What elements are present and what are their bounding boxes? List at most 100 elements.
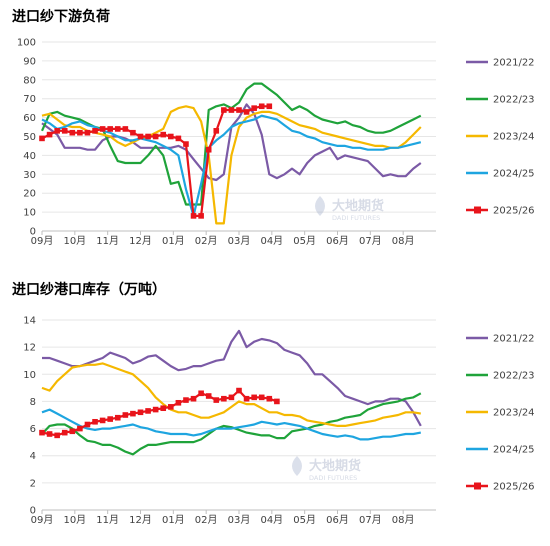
y-tick-label: 0 bbox=[30, 227, 36, 238]
x-tick-label: 09月 bbox=[31, 514, 54, 526]
x-tick-label: 05月 bbox=[293, 514, 316, 526]
chart-port-inventory: 进口纱港口库存（万吨） 0 2 4 6 8 10 12 14 09月 10月 11月 12月 01月 02… bbox=[0, 273, 550, 546]
data-point-marker bbox=[77, 129, 83, 136]
data-point-marker bbox=[137, 133, 144, 140]
y-tick-label: 40 bbox=[23, 151, 36, 162]
data-point-marker bbox=[251, 394, 257, 401]
y-tick-label: 14 bbox=[23, 316, 36, 327]
data-point-marker bbox=[107, 126, 113, 132]
svg-text:DADI FUTURES: DADI FUTURES bbox=[309, 474, 357, 482]
data-point-marker bbox=[130, 129, 136, 136]
y-tick-label: 6 bbox=[30, 424, 36, 435]
data-point-marker bbox=[69, 428, 76, 435]
legend-label: 2023/24 bbox=[493, 132, 535, 143]
x-tick-label: 02月 bbox=[195, 514, 218, 526]
legend-label: 2022/23 bbox=[493, 95, 535, 106]
x-tick-label: 07月 bbox=[359, 235, 382, 247]
data-point-marker bbox=[183, 141, 189, 147]
data-point-marker bbox=[122, 412, 129, 418]
y-tick-label: 50 bbox=[23, 132, 36, 143]
data-point-marker bbox=[130, 410, 136, 417]
data-point-marker bbox=[92, 418, 98, 425]
data-point-marker bbox=[107, 416, 113, 422]
legend-marker bbox=[474, 206, 481, 214]
x-tick-label: 12月 bbox=[129, 235, 152, 247]
data-point-marker bbox=[99, 126, 106, 132]
legend-label: 2022/23 bbox=[493, 371, 535, 382]
data-point-marker bbox=[198, 213, 204, 219]
x-tick-label: 05月 bbox=[293, 235, 316, 247]
data-point-marker bbox=[54, 128, 60, 134]
data-point-marker bbox=[69, 129, 76, 136]
data-point-marker bbox=[160, 405, 167, 412]
data-point-marker bbox=[198, 390, 204, 397]
series-line-2021-22 bbox=[42, 329, 422, 427]
data-point-marker bbox=[99, 417, 106, 424]
y-tick-label: 70 bbox=[23, 94, 36, 105]
y-tick-label: 8 bbox=[30, 397, 36, 408]
y-tick-label: 100 bbox=[17, 38, 36, 49]
x-tick-label: 11月 bbox=[96, 514, 119, 526]
chart-title: 进口纱港口库存（万吨） bbox=[12, 282, 166, 298]
data-point-marker bbox=[160, 131, 167, 138]
data-point-marker bbox=[39, 429, 45, 436]
y-tick-label: 60 bbox=[23, 113, 36, 124]
y-tick-label: 90 bbox=[23, 56, 36, 67]
data-point-marker bbox=[168, 404, 174, 410]
y-tick-label: 12 bbox=[23, 343, 36, 354]
x-tick-label: 03月 bbox=[228, 514, 251, 526]
data-point-marker bbox=[251, 105, 257, 111]
legend-label: 2024/25 bbox=[493, 169, 535, 180]
data-point-marker bbox=[145, 133, 151, 140]
x-tick-label: 07月 bbox=[359, 514, 382, 526]
y-tick-label: 2 bbox=[30, 478, 36, 489]
legend-label: 2021/22 bbox=[493, 334, 535, 345]
data-point-marker bbox=[258, 394, 265, 401]
data-point-marker bbox=[61, 429, 68, 436]
x-tick-label: 04月 bbox=[260, 514, 283, 526]
data-point-marker bbox=[228, 394, 235, 401]
svg-text:大地期货: 大地期货 bbox=[309, 458, 361, 474]
chart-canvas: 0 10 20 30 40 50 60 70 80 90 100 09月 10月 11月 12月 01月 02月… bbox=[17, 38, 535, 248]
data-point-marker bbox=[92, 128, 98, 134]
svg-text:DADI FUTURES: DADI FUTURES bbox=[332, 214, 380, 222]
legend-label: 2025/26 bbox=[493, 206, 535, 217]
data-point-marker bbox=[114, 414, 121, 421]
legend-label: 2024/25 bbox=[493, 445, 535, 456]
x-tick-label: 01月 bbox=[162, 235, 185, 247]
data-point-marker bbox=[221, 107, 227, 113]
data-point-marker bbox=[266, 395, 273, 402]
data-point-marker bbox=[258, 103, 265, 110]
data-point-marker bbox=[152, 406, 159, 413]
x-tick-label: 01月 bbox=[162, 514, 185, 526]
svg-text:大地期货: 大地期货 bbox=[332, 198, 384, 214]
chart-title: 进口纱下游负荷 bbox=[12, 9, 110, 25]
data-point-marker bbox=[168, 133, 174, 140]
data-point-marker bbox=[137, 409, 144, 416]
x-tick-label: 12月 bbox=[129, 514, 152, 526]
data-point-marker bbox=[190, 213, 197, 219]
data-point-marker bbox=[46, 131, 53, 138]
x-tick-label: 06月 bbox=[326, 514, 349, 526]
series-line-2023-24 bbox=[41, 362, 421, 427]
x-tick-label: 10月 bbox=[63, 235, 86, 247]
y-tick-label: 30 bbox=[23, 170, 36, 181]
data-point-marker bbox=[190, 395, 197, 402]
data-point-marker bbox=[213, 128, 220, 134]
x-tick-label: 11月 bbox=[96, 235, 119, 247]
data-point-marker bbox=[236, 107, 242, 113]
y-tick-label: 10 bbox=[23, 208, 36, 219]
legend-marker bbox=[474, 482, 481, 490]
y-tick-label: 10 bbox=[23, 370, 36, 381]
y-tick-label: 4 bbox=[30, 451, 36, 462]
data-point-marker bbox=[114, 126, 121, 132]
data-point-marker bbox=[274, 398, 280, 405]
data-point-marker bbox=[243, 109, 250, 115]
x-tick-label: 04月 bbox=[260, 235, 283, 247]
chart-downstream-load: 进口纱下游负荷 0 10 20 30 40 50 60 70 80 90 100 09月 10月 11月 1… bbox=[12, 9, 535, 248]
data-point-marker bbox=[221, 395, 227, 402]
chart-canvas: 0 2 4 6 8 10 12 14 09月 10月 11月 12月 01月 02月 03月 04月 05月 06… bbox=[23, 316, 535, 527]
x-tick-label: 09月 bbox=[31, 235, 54, 247]
